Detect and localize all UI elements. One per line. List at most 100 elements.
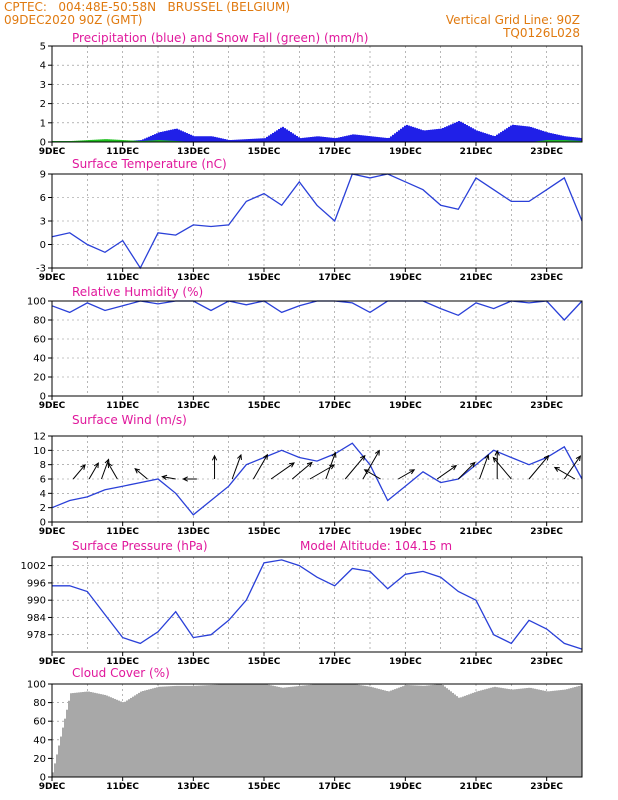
x-tick-label: 15DEC bbox=[248, 273, 281, 283]
cloud-cover-bar bbox=[330, 684, 332, 777]
precipitation-bar bbox=[148, 136, 150, 142]
cloud-cover-bar bbox=[238, 684, 240, 777]
series-line bbox=[52, 559, 583, 650]
x-tick-label: 15DEC bbox=[248, 147, 281, 157]
precipitation-bar bbox=[434, 129, 436, 142]
cloud-cover-bar bbox=[100, 694, 102, 777]
snowfall-bar bbox=[120, 139, 122, 142]
cloud-cover-bar bbox=[78, 692, 80, 777]
panel-3: 12 10 8 6 4 2 09DEC 11DEC 13DEC 15DEC 17DEC 19DEC 21… bbox=[33, 413, 583, 537]
snowfall-bar bbox=[110, 139, 112, 142]
precipitation-bar bbox=[156, 133, 158, 142]
precipitation-bar bbox=[294, 134, 296, 142]
cloud-cover-bar bbox=[556, 690, 558, 777]
precipitation-bar bbox=[356, 134, 358, 142]
precipitation-bar bbox=[370, 136, 372, 142]
panel-title: Surface Temperature (nC) bbox=[72, 157, 227, 171]
cloud-cover-bar bbox=[216, 684, 218, 777]
cloud-cover-bar bbox=[340, 684, 342, 777]
cloud-cover-bar bbox=[54, 763, 56, 777]
wind-arrow-head bbox=[360, 454, 366, 461]
precipitation-bar bbox=[552, 133, 554, 142]
cloud-cover-bar bbox=[384, 690, 386, 777]
cloud-cover-bar bbox=[160, 686, 162, 777]
cloud-cover-bar bbox=[402, 686, 404, 777]
cloud-cover-bar bbox=[334, 684, 336, 777]
cloud-cover-bar bbox=[62, 727, 64, 777]
cloud-cover-bar bbox=[542, 690, 544, 777]
cloud-cover-bar bbox=[492, 687, 494, 777]
cloud-cover-bar bbox=[224, 684, 226, 777]
snowfall-bar bbox=[72, 140, 74, 142]
cloud-cover-bar bbox=[148, 689, 150, 777]
cloud-cover-bar bbox=[544, 690, 546, 777]
wind-arrow bbox=[88, 462, 99, 480]
cloud-cover-bar bbox=[394, 689, 396, 777]
precipitation-bar bbox=[384, 137, 386, 142]
cloud-cover-bar bbox=[564, 689, 566, 777]
wind-arrow bbox=[436, 465, 457, 480]
cloud-cover-bar bbox=[570, 688, 572, 777]
precipitation-bar bbox=[184, 132, 186, 142]
precipitation-bar bbox=[476, 130, 478, 142]
cloud-cover-bar bbox=[156, 687, 158, 777]
cloud-cover-bar bbox=[60, 736, 62, 777]
cloud-cover-bar bbox=[524, 688, 526, 777]
precipitation-bar bbox=[562, 135, 564, 142]
x-tick-label: 15DEC bbox=[248, 401, 281, 411]
precipitation-bar bbox=[366, 135, 368, 142]
precipitation-bar bbox=[550, 133, 552, 142]
wind-arrow-head bbox=[288, 462, 295, 468]
precipitation-bar bbox=[482, 132, 484, 142]
precipitation-bar bbox=[208, 136, 210, 142]
cloud-cover-bar bbox=[372, 687, 374, 777]
y-tick-label: 5 bbox=[40, 42, 46, 53]
cloud-cover-bar bbox=[348, 684, 350, 777]
cloud-cover-bar bbox=[500, 687, 502, 777]
snowfall-bar bbox=[546, 140, 548, 142]
y-tick-label: 100 bbox=[27, 297, 46, 308]
panel-frame bbox=[51, 300, 583, 397]
precipitation-bar bbox=[528, 126, 530, 142]
x-tick-label: 19DEC bbox=[389, 273, 422, 283]
precipitation-bar bbox=[266, 136, 268, 142]
precipitation-bar bbox=[180, 130, 182, 142]
snowfall-bar bbox=[580, 140, 582, 142]
cloud-cover-bar bbox=[468, 694, 470, 777]
cloud-cover-bar bbox=[446, 688, 448, 777]
precipitation-bar bbox=[438, 128, 440, 142]
snowfall-bar bbox=[76, 140, 78, 142]
cloud-cover-bar bbox=[490, 687, 492, 777]
snowfall-bar bbox=[576, 140, 578, 142]
header-model-code: TQ0126L028 bbox=[502, 26, 580, 40]
cloud-cover-bar bbox=[482, 689, 484, 777]
y-tick-label: 40 bbox=[33, 735, 46, 746]
precipitation-bar bbox=[318, 136, 320, 142]
cloud-cover-bar bbox=[528, 687, 530, 777]
cloud-cover-bar bbox=[460, 697, 462, 777]
precipitation-bar bbox=[216, 137, 218, 142]
precipitation-bar bbox=[218, 137, 220, 142]
precipitation-bar bbox=[410, 126, 412, 142]
precipitation-bar bbox=[322, 136, 324, 142]
precipitation-bar bbox=[178, 129, 180, 142]
wind-arrow-head bbox=[575, 455, 582, 462]
cloud-cover-bar bbox=[576, 686, 578, 777]
precipitation-bar bbox=[290, 132, 292, 142]
snowfall-bar bbox=[88, 140, 90, 142]
precipitation-bar bbox=[320, 136, 322, 142]
snowfall-bar bbox=[134, 140, 136, 142]
cloud-cover-bar bbox=[366, 686, 368, 777]
cloud-cover-bar bbox=[302, 685, 304, 777]
x-tick-label: 9DEC bbox=[39, 273, 66, 283]
precipitation-bar bbox=[196, 136, 198, 142]
precipitation-bar bbox=[192, 135, 194, 142]
cloud-cover-bar bbox=[534, 688, 536, 777]
cloud-cover-bar bbox=[416, 685, 418, 777]
precipitation-bar bbox=[420, 129, 422, 142]
precipitation-bar bbox=[212, 136, 214, 142]
y-tick-label: 20 bbox=[33, 373, 46, 384]
cloud-cover-bar bbox=[188, 685, 190, 777]
y-tick-label: 12 bbox=[33, 432, 46, 443]
precipitation-bar bbox=[418, 128, 420, 142]
